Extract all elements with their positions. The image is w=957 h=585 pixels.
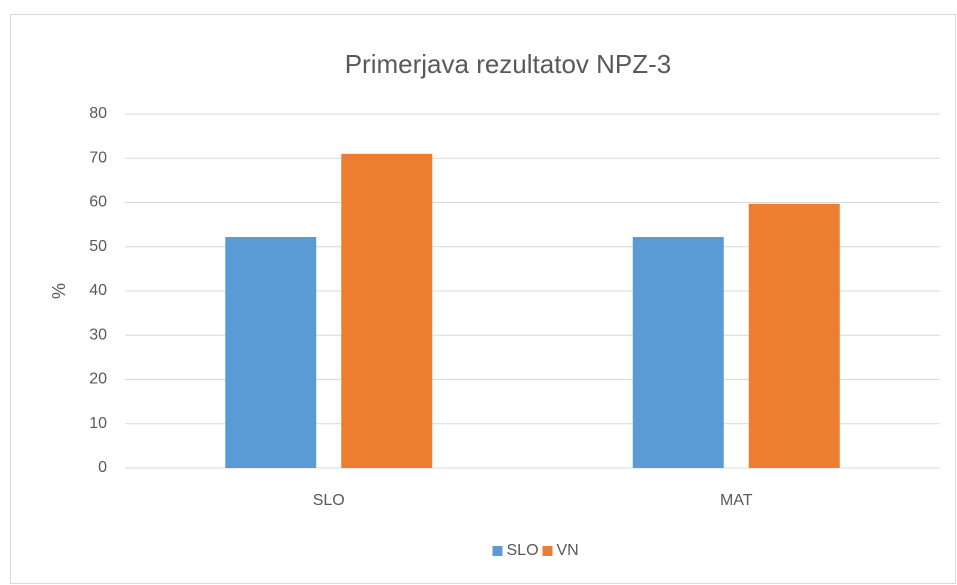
legend-label: VN	[557, 542, 579, 559]
y-axis-label: %	[49, 283, 69, 299]
y-tick-label: 0	[98, 459, 107, 476]
legend-label: SLO	[507, 542, 539, 559]
bar	[225, 237, 317, 468]
x-tick-label: MAT	[720, 492, 753, 509]
y-tick-label: 80	[89, 105, 107, 122]
legend-swatch	[492, 546, 503, 556]
y-tick-label: 10	[89, 415, 107, 432]
y-tick-label: 30	[89, 326, 107, 343]
y-tick-label: 50	[89, 238, 107, 255]
y-tick-label: 20	[89, 371, 107, 388]
legend-swatch	[542, 546, 553, 556]
x-tick-label: SLO	[313, 492, 345, 509]
bar	[748, 203, 840, 468]
bar	[632, 237, 724, 468]
y-tick-label: 40	[89, 282, 107, 299]
bar	[341, 153, 433, 468]
y-tick-label: 60	[89, 194, 107, 211]
chart-title: Primerjava rezultatov NPZ-3	[345, 49, 672, 79]
y-tick-label: 70	[89, 149, 107, 166]
